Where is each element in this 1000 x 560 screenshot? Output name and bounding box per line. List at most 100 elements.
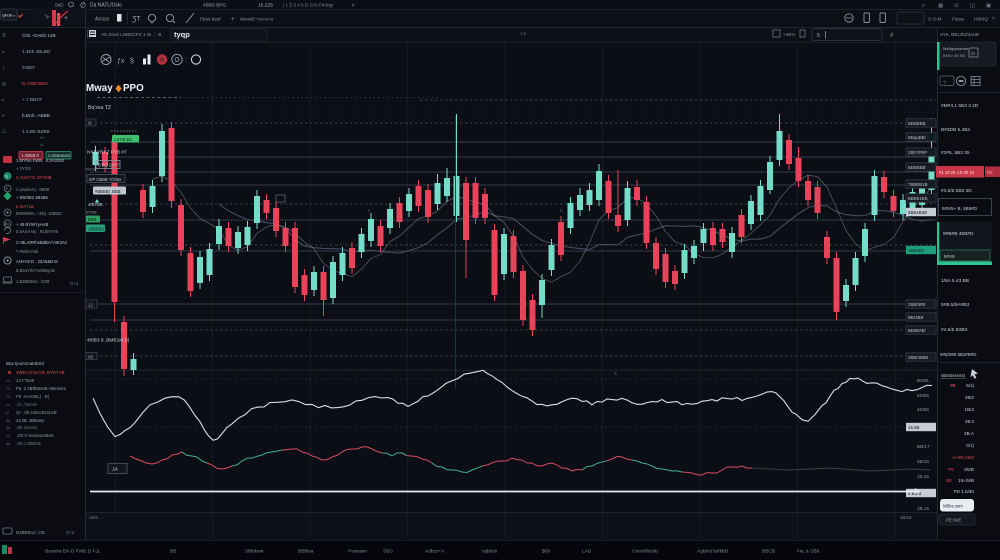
svg-text:5: 5: [817, 33, 820, 39]
svg-text:b.BAb .ABBB: b.BAb .ABBB: [22, 113, 50, 118]
svg-text:15+/5/B: 15+/5/B: [958, 478, 974, 483]
svg-text:B: B: [560, 208, 563, 213]
svg-text:#3#5, 5B3 25: #3#5, 5B3 25: [941, 150, 970, 156]
svg-text:+ 2YOS: + 2YOS: [16, 166, 31, 171]
svg-text:4/BYBB: 4/BYBB: [88, 202, 103, 207]
svg-text:▦: ▦: [938, 3, 944, 9]
svg-text:▾: ▾: [2, 113, 5, 118]
svg-text:12: 12: [88, 303, 93, 308]
svg-text:1.3.BE BZBB: 1.3.BE BZBB: [22, 129, 50, 134]
svg-text:Ir: Ir: [352, 3, 355, 8]
svg-text:42 9b .BBtvwy: 42 9b .BBtvwy: [16, 418, 45, 423]
svg-text:AI: AI: [40, 143, 44, 147]
svg-text:Isjbbcb: Isjbbcb: [482, 549, 498, 555]
svg-text:BBCB: BBCB: [762, 549, 775, 555]
svg-text:│: │: [2, 64, 5, 71]
svg-text:B: B: [614, 371, 617, 376]
svg-text:P5: P5: [948, 467, 954, 472]
svg-text:B+ssssma: B+ssssma: [252, 17, 274, 22]
svg-text:PE BvE: PE BvE: [946, 518, 961, 523]
svg-text:PD 1.5/40: PD 1.5/40: [954, 489, 975, 494]
svg-text:BJBBBnd .GB: BJBBBnd .GB: [16, 530, 45, 535]
svg-text:5B/16: 5B/16: [917, 459, 929, 464]
svg-text:BB: BB: [170, 549, 176, 555]
svg-text:≣: ≣: [2, 30, 6, 38]
svg-text:#M#4,1 5B3 3 2D: #M#4,1 5B3 3 2D: [941, 103, 979, 109]
svg-text:22: 22: [6, 379, 10, 383]
svg-text:BIWWWA, i 3/5) .4/3B32: BIWWWA, i 3/5) .4/3B32: [16, 211, 62, 216]
svg-text:B5/BL: B5/BL: [917, 378, 930, 383]
svg-text:F: F: [6, 187, 9, 191]
svg-text:1B/2: 1B/2: [965, 407, 975, 412]
svg-text:0.4AAAAty , RLBTAYB: 0.4AAAAty , RLBTAYB: [16, 229, 58, 234]
svg-text:BBB: BBB: [88, 217, 97, 222]
svg-text:.4b 0.2BB2B: .4b 0.2BB2B: [16, 441, 41, 446]
svg-text:BBBBBB: BBBBBB: [908, 121, 926, 126]
svg-text:F9: F9: [6, 387, 10, 391]
svg-text:0#5/5#B 5B3#B#D: 0#5/5#B 5B3#B#D: [940, 352, 976, 357]
svg-text:5#V5: 5#V5: [944, 254, 955, 259]
svg-text:C+BLARRhsBdBA/Y3K3A2: C+BLARRhsBdBA/Y3K3A2: [16, 240, 68, 245]
svg-text:☰: ☰: [2, 129, 7, 134]
svg-text:⌕: ⌕: [922, 3, 925, 9]
svg-text:Chb -GAEb 14B: Chb -GAEb 14B: [22, 33, 56, 38]
svg-text:.zs .7amss: .zs .7amss: [16, 402, 38, 407]
svg-text:PPO: PPO: [123, 83, 144, 94]
svg-text:BBB51BB: BBB51BB: [908, 196, 928, 201]
svg-text:#B: #B: [88, 355, 93, 360]
svg-text:2.AUSYTL 2/FSNB: 2.AUSYTL 2/FSNB: [16, 175, 52, 180]
svg-text:$: $: [6, 174, 9, 179]
svg-text:Btw tjsammakBntd: Btw tjsammakBntd: [6, 361, 44, 366]
svg-text:#4.5/5 B3B3: #4.5/5 B3B3: [941, 327, 968, 333]
svg-text:+ 45 BYWYyAAB: + 45 BYWYyAAB: [16, 222, 48, 227]
svg-text:UBS: UBS: [89, 515, 98, 520]
svg-text:Q: Q: [6, 411, 9, 415]
svg-text:.9b 2rssrsy: .9b 2rssrsy: [16, 425, 38, 430]
svg-text:45/B5: 45/B5: [917, 407, 929, 412]
svg-text:$09: $09: [542, 549, 550, 555]
svg-text:Bsssbw BX-D FWB.D FJL: Bsssbw BX-D FWB.D FJL: [45, 549, 101, 555]
svg-text:⊟: ⊟: [971, 51, 975, 56]
svg-text:5#5/5+ B, 5B5#D: 5#5/5+ B, 5B5#D: [942, 206, 978, 211]
svg-text:15.2Z5: 15.2Z5: [258, 3, 273, 9]
svg-text:ƒx: ƒx: [117, 58, 125, 65]
svg-text:F9 .AAA55L) . B): F9 .AAA55L) . B): [16, 394, 50, 399]
svg-text:5kD: 5kD: [55, 3, 64, 9]
svg-text:+ 9/8/0B2 4B4B6: + 9/8/0B2 4B4B6: [16, 195, 48, 200]
svg-text:MBbs ssrn: MBbs ssrn: [943, 504, 963, 509]
svg-text:39/2: 39/2: [965, 395, 974, 400]
svg-text:#5: #5: [950, 383, 956, 388]
svg-text:15/15: 15/15: [900, 515, 912, 520]
svg-text:Pwssssn: Pwssssn: [348, 549, 367, 555]
svg-text:6/1): 6/1): [966, 383, 974, 388]
svg-text:HBMQ: HBMQ: [974, 17, 988, 22]
svg-text:25: 25: [6, 434, 10, 438]
svg-text:#: #: [890, 33, 894, 39]
svg-text:sBtssssssst: sBtssssssst: [941, 373, 966, 378]
svg-text:55/B5: 55/B5: [917, 393, 929, 398]
svg-text:MsBgqsssmm: MsBgqsssmm: [943, 46, 969, 51]
svg-text:Fbss bssf: Fbss bssf: [200, 17, 221, 23]
svg-text:˅: ˅: [992, 16, 995, 22]
svg-text::: :: [185, 58, 186, 64]
svg-text:4BB5 BPG: 4BB5 BPG: [203, 3, 226, 9]
svg-text:39.2: 39.2: [965, 419, 974, 424]
svg-text:NYBYBYZ FYB #7: NYBYBYZ FYB #7: [87, 150, 127, 156]
svg-text:B'BQ 2|B+7: B'BQ 2|B+7: [98, 163, 120, 168]
svg-text:0/1): 0/1): [966, 443, 974, 448]
svg-text:HYK, #BU,/E2/4AUD: HYK, #BU,/E2/4AUD: [940, 32, 979, 37]
svg-text:˅4B%: ˅4B%: [783, 32, 795, 37]
svg-text:1.4Eb 4BLBD: 1.4Eb 4BLBD: [22, 49, 51, 54]
svg-text:F9. 2 2BfBxtsvB ABsmsm: F9. 2 2BfBxtsvB ABsmsm: [16, 386, 66, 391]
svg-text:BBMB: BBMB: [86, 168, 97, 172]
svg-text:tyqp: tyqp: [174, 30, 190, 39]
svg-text:5 ISAYLB: 5 ISAYLB: [16, 204, 34, 209]
svg-text:◫: ◫: [970, 3, 976, 9]
svg-text:B.AhBFBBG: B.AhBFBBG: [22, 81, 48, 86]
svg-text:ƷT: ƷT: [132, 16, 141, 23]
svg-text:§: §: [130, 58, 134, 65]
svg-text:.05/B: .05/B: [963, 467, 974, 472]
svg-text:22 FTsvB: 22 FTsvB: [16, 378, 34, 383]
svg-text:5#B.5/5A#B3: 5#B.5/5A#B3: [941, 302, 970, 308]
svg-text:BB5B#B/: BB5B#B/: [908, 328, 927, 333]
